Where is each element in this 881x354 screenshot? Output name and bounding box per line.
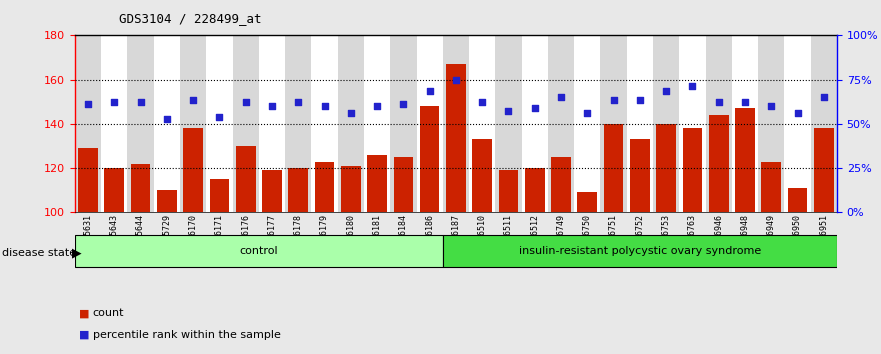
Bar	[157, 190, 177, 212]
Point	[501, 108, 515, 113]
Bar	[626, 35, 653, 212]
Bar	[706, 35, 732, 212]
Bar	[577, 193, 597, 212]
Bar	[472, 139, 492, 212]
Bar	[499, 170, 518, 212]
Bar	[574, 35, 601, 212]
Bar	[259, 35, 285, 212]
Bar	[679, 35, 706, 212]
Bar	[130, 164, 151, 212]
Bar	[367, 155, 387, 212]
Bar	[417, 35, 443, 212]
Text: insulin-resistant polycystic ovary syndrome: insulin-resistant polycystic ovary syndr…	[519, 246, 761, 256]
Point	[317, 103, 331, 109]
Bar	[364, 35, 390, 212]
Bar	[443, 235, 837, 267]
Point	[265, 103, 279, 109]
Bar	[128, 35, 153, 212]
Point	[738, 99, 752, 105]
Point	[239, 99, 253, 105]
Bar	[811, 35, 837, 212]
Bar	[525, 168, 544, 212]
Point	[159, 116, 174, 122]
Point	[659, 88, 673, 93]
Bar	[656, 124, 676, 212]
Bar	[263, 170, 282, 212]
Bar	[236, 146, 255, 212]
Bar	[788, 188, 807, 212]
Text: count: count	[93, 308, 124, 318]
Point	[817, 95, 831, 100]
Bar	[735, 108, 755, 212]
Bar	[153, 35, 180, 212]
Bar	[311, 35, 337, 212]
Bar	[78, 148, 98, 212]
Bar	[683, 128, 702, 212]
Bar	[75, 35, 101, 212]
Point	[764, 103, 778, 109]
Point	[212, 114, 226, 120]
Bar	[183, 128, 203, 212]
Bar	[814, 128, 833, 212]
Point	[475, 99, 489, 105]
Bar	[315, 161, 335, 212]
Bar	[105, 168, 124, 212]
Bar	[446, 64, 466, 212]
Bar	[548, 35, 574, 212]
Point	[81, 101, 95, 107]
Point	[107, 99, 122, 105]
Text: ■: ■	[79, 330, 90, 339]
Text: ▶: ▶	[72, 247, 82, 259]
Bar	[784, 35, 811, 212]
Point	[790, 110, 804, 116]
Bar	[180, 35, 206, 212]
Point	[448, 77, 463, 82]
Bar	[285, 35, 311, 212]
Bar	[603, 124, 624, 212]
Bar	[206, 35, 233, 212]
Point	[423, 88, 437, 93]
Bar	[601, 35, 626, 212]
Point	[396, 101, 411, 107]
Bar	[394, 157, 413, 212]
Bar	[469, 35, 495, 212]
Bar	[443, 35, 469, 212]
Bar	[390, 35, 417, 212]
Point	[633, 97, 647, 102]
Bar	[709, 115, 729, 212]
Bar	[210, 179, 229, 212]
Bar	[759, 35, 784, 212]
Bar	[233, 35, 259, 212]
Bar	[288, 168, 308, 212]
Bar	[495, 35, 522, 212]
Bar	[419, 106, 440, 212]
Point	[581, 110, 595, 116]
Point	[344, 110, 358, 116]
Text: percentile rank within the sample: percentile rank within the sample	[93, 330, 280, 339]
Text: disease state: disease state	[2, 248, 76, 258]
Bar	[732, 35, 759, 212]
Bar	[761, 161, 781, 212]
Text: ■: ■	[79, 308, 90, 318]
Bar	[341, 166, 360, 212]
Point	[685, 84, 700, 89]
Point	[370, 103, 384, 109]
Point	[134, 99, 148, 105]
Bar	[653, 35, 679, 212]
Bar	[522, 35, 548, 212]
Point	[528, 105, 542, 111]
Point	[292, 99, 306, 105]
Bar	[337, 35, 364, 212]
Point	[606, 97, 620, 102]
Point	[554, 95, 568, 100]
Point	[186, 97, 200, 102]
Bar	[75, 235, 443, 267]
Text: GDS3104 / 228499_at: GDS3104 / 228499_at	[119, 12, 262, 25]
Text: control: control	[240, 246, 278, 256]
Point	[712, 99, 726, 105]
Bar	[552, 157, 571, 212]
Bar	[101, 35, 128, 212]
Bar	[630, 139, 649, 212]
